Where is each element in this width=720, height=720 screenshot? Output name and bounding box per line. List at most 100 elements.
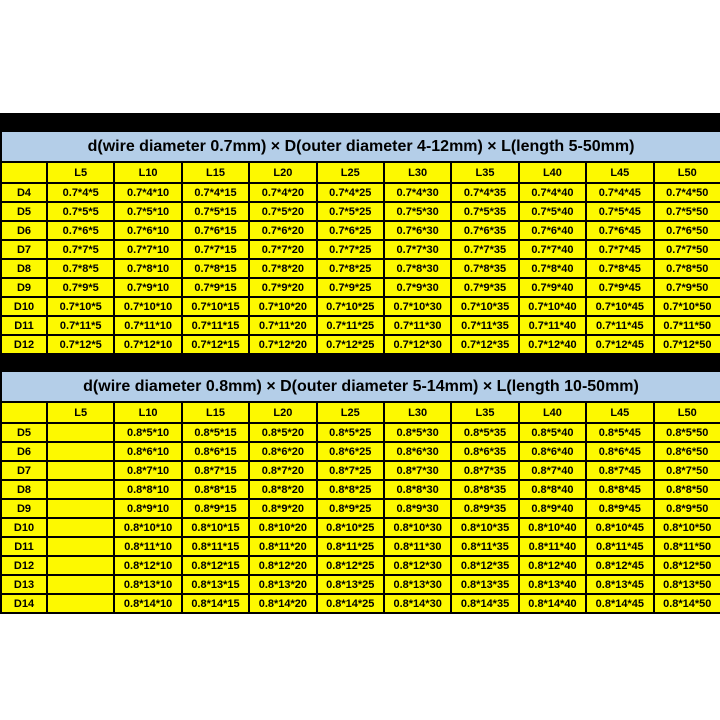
spec-cell: 0.8*6*25 [315,441,385,462]
column-header: L20 [248,161,318,184]
table-title: d(wire diameter 0.8mm) × D(outer diamete… [0,370,720,403]
corner-cell [0,401,48,424]
table-row: D7 0.7*7*5 0.7*7*10 0.7*7*15 0.7*7*20 0.7*7*2… [0,239,720,260]
spec-cell: 0.8*9*25 [315,498,385,519]
spec-cell: 0.7*12*15 [180,334,251,355]
spec-cell: 0.7*6*45 [585,220,655,241]
table-row: D14 0.8*14*10 0.8*14*15 0.8*14*20 0.8*14*25 0… [0,593,720,614]
spec-cell: 0.8*7*50 [652,460,720,481]
spec-cell: 0.7*11*30 [382,315,453,336]
column-header: L5 [45,161,116,184]
spec-cell: 0.8*14*25 [315,593,385,614]
spec-cell: 0.8*6*40 [517,441,588,462]
spec-cell: 0.8*10*50 [652,517,720,538]
spec-cell: 0.7*4*20 [248,182,318,203]
spec-cell: 0.7*6*20 [248,220,318,241]
spec-cell: 0.7*12*35 [450,334,520,355]
spec-cell: 0.7*10*35 [450,296,520,317]
spec-cell: 0.8*14*45 [585,593,655,614]
spec-cell: 0.8*9*45 [585,498,655,519]
spec-cell: 0.7*9*15 [180,277,251,298]
spec-cell: 0.7*8*50 [652,258,720,279]
column-header: L35 [450,161,520,184]
spec-cell: 0.7*5*25 [315,201,385,222]
spec-cell: 0.7*4*15 [180,182,251,203]
spec-cell: 0.7*5*10 [113,201,183,222]
spec-cell: 0.7*10*30 [382,296,453,317]
spec-cell: 0.8*10*45 [585,517,655,538]
spec-cell [45,536,116,557]
spec-cell: 0.7*12*5 [45,334,116,355]
spec-cell: 0.8*14*35 [450,593,520,614]
spec-cell: 0.8*11*15 [180,536,251,557]
spec-cell [45,460,116,481]
spec-cell: 0.8*10*25 [315,517,385,538]
spec-cell: 0.7*10*50 [652,296,720,317]
spec-table-0.7mm-container: d(wire diameter 0.7mm) × D(outer diamete… [0,130,720,355]
spec-cell: 0.8*6*30 [382,441,453,462]
spec-cell: 0.8*8*40 [517,479,588,500]
spec-cell: 0.7*4*45 [585,182,655,203]
column-header: L15 [180,161,251,184]
header-row: L5 L10 L15 L20 L25 L30 L35 L40 L45 L50 [0,161,720,184]
spec-cell: 0.8*5*10 [113,422,183,443]
row-label: D12 [0,334,48,355]
spec-cell: 0.7*9*25 [315,277,385,298]
spec-cell: 0.8*5*20 [248,422,318,443]
spec-cell [45,593,116,614]
spec-cell: 0.8*11*45 [585,536,655,557]
spec-cell: 0.8*6*35 [450,441,520,462]
spec-cell: 0.7*9*20 [248,277,318,298]
spec-cell: 0.7*5*40 [517,201,588,222]
table-row: D12 0.7*12*5 0.7*12*10 0.7*12*15 0.7*12*20 0.… [0,334,720,355]
spec-cell: 0.8*6*10 [113,441,183,462]
spec-cell: 0.7*11*20 [248,315,318,336]
spec-cell: 0.8*9*30 [382,498,453,519]
spec-cell: 0.7*8*20 [248,258,318,279]
table-row: D7 0.8*7*10 0.8*7*15 0.8*7*20 0.8*7*25 0.8*7*… [0,460,720,481]
spec-cell: 0.8*14*40 [517,593,588,614]
column-header: L45 [585,401,655,424]
spec-cell: 0.7*9*35 [450,277,520,298]
column-header: L35 [450,401,520,424]
spec-cell: 0.8*12*45 [585,555,655,576]
spec-cell [45,422,116,443]
row-label: D8 [0,479,48,500]
column-header: L45 [585,161,655,184]
spec-cell: 0.8*7*10 [113,460,183,481]
spec-cell: 0.7*7*30 [382,239,453,260]
row-label: D8 [0,258,48,279]
spec-cell: 0.8*7*15 [180,460,251,481]
spec-cell: 0.7*9*5 [45,277,116,298]
spec-cell: 0.8*6*20 [248,441,318,462]
spec-cell: 0.7*12*40 [517,334,588,355]
spec-cell: 0.7*9*45 [585,277,655,298]
spec-cell: 0.7*4*25 [315,182,385,203]
spec-cell: 0.7*9*10 [113,277,183,298]
spec-cell: 0.7*7*45 [585,239,655,260]
spec-cell: 0.8*5*45 [585,422,655,443]
spec-cell: 0.7*7*50 [652,239,720,260]
row-label: D6 [0,441,48,462]
spec-cell: 0.8*13*20 [248,574,318,595]
spec-cell: 0.8*13*45 [585,574,655,595]
spec-cell: 0.7*9*40 [517,277,588,298]
row-label: D10 [0,517,48,538]
spec-cell: 0.8*6*15 [180,441,251,462]
table-row: D9 0.7*9*5 0.7*9*10 0.7*9*15 0.7*9*20 0.7*9*2… [0,277,720,298]
spec-cell: 0.8*7*30 [382,460,453,481]
column-header: L5 [45,401,116,424]
spec-cell: 0.7*4*30 [382,182,453,203]
spec-cell: 0.7*7*35 [450,239,520,260]
table-row: D6 0.8*6*10 0.8*6*15 0.8*6*20 0.8*6*25 0.8*6*… [0,441,720,462]
spec-cell: 0.8*10*40 [517,517,588,538]
table-row: D5 0.7*5*5 0.7*5*10 0.7*5*15 0.7*5*20 0.7*5*2… [0,201,720,222]
spec-cell: 0.7*12*10 [113,334,183,355]
spec-cell: 0.7*8*40 [517,258,588,279]
row-label: D12 [0,555,48,576]
spec-cell: 0.7*8*45 [585,258,655,279]
column-header: L20 [248,401,318,424]
spec-cell: 0.7*6*25 [315,220,385,241]
spec-cell: 0.7*10*40 [517,296,588,317]
spec-cell: 0.7*11*15 [180,315,251,336]
